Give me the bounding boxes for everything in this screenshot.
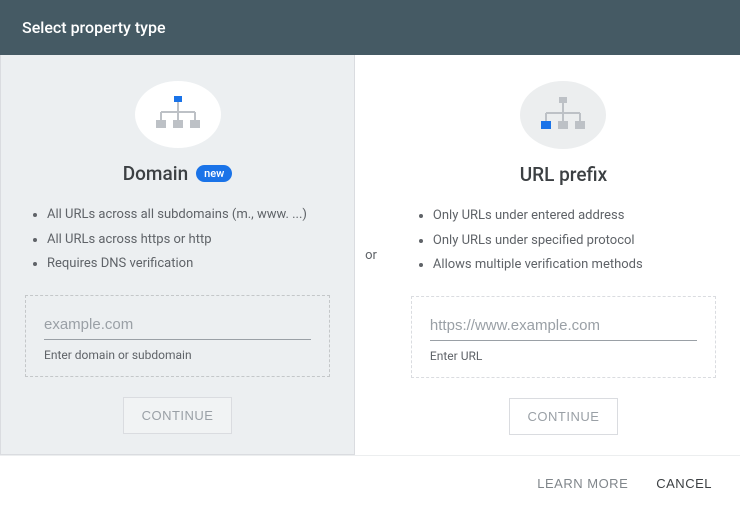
or-text: or	[365, 248, 377, 263]
learn-more-button[interactable]: LEARN MORE	[537, 476, 628, 491]
new-badge: new	[196, 165, 232, 182]
domain-bullet: Requires DNS verification	[47, 252, 330, 277]
domain-input-helper: Enter domain or subdomain	[44, 348, 311, 362]
urlprefix-bullet: Only URLs under entered address	[433, 204, 716, 229]
urlprefix-card-title-row: URL prefix	[520, 163, 607, 186]
domain-continue-button[interactable]: CONTINUE	[123, 397, 233, 434]
domain-bullets: All URLs across all subdomains (m., www.…	[25, 203, 330, 277]
urlprefix-input-helper: Enter URL	[430, 349, 697, 363]
urlprefix-input[interactable]	[430, 313, 697, 341]
urlprefix-bullet: Only URLs under specified protocol	[433, 229, 716, 254]
urlprefix-sitemap-icon	[520, 81, 606, 149]
domain-card[interactable]: Domain new All URLs across all subdomain…	[0, 55, 355, 455]
dialog-content: Domain new All URLs across all subdomain…	[0, 55, 740, 455]
domain-card-title: Domain	[123, 162, 188, 185]
urlprefix-card[interactable]: URL prefix Only URLs under entered addre…	[387, 55, 740, 455]
urlprefix-continue-button[interactable]: CONTINUE	[509, 398, 619, 435]
urlprefix-bullet: Allows multiple verification methods	[433, 253, 716, 278]
dialog-title: Select property type	[22, 18, 166, 37]
cancel-button[interactable]: CANCEL	[656, 476, 712, 491]
domain-sitemap-icon	[135, 81, 221, 148]
urlprefix-bullets: Only URLs under entered address Only URL…	[411, 204, 716, 278]
or-separator: or	[355, 55, 387, 455]
urlprefix-card-title: URL prefix	[520, 163, 607, 186]
urlprefix-input-section: Enter URL	[411, 296, 716, 378]
dialog-header: Select property type	[0, 0, 740, 55]
domain-input-section: Enter domain or subdomain	[25, 295, 330, 377]
domain-input[interactable]	[44, 312, 311, 340]
dialog-footer: LEARN MORE CANCEL	[0, 455, 740, 491]
domain-card-title-row: Domain new	[123, 162, 233, 185]
domain-bullet: All URLs across https or http	[47, 228, 330, 253]
domain-bullet: All URLs across all subdomains (m., www.…	[47, 203, 330, 228]
